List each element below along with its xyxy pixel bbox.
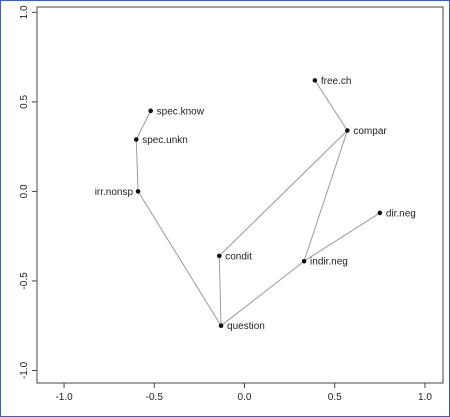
data-point <box>301 258 307 264</box>
x-axis: -1.0 -0.5 0.0 0.5 1.0 <box>55 383 432 403</box>
x-tick-label: 0.0 <box>238 392 252 403</box>
y-tick-label: -1.0 <box>19 361 30 379</box>
y-tick-label: -0.5 <box>19 272 30 290</box>
data-point <box>218 323 224 329</box>
point-label: irr.nonsp <box>95 187 134 198</box>
y-axis: -1.0 -0.5 0.0 0.5 1.0 <box>19 5 37 379</box>
data-point <box>377 210 383 216</box>
edge-line <box>220 260 305 327</box>
point-label: condit <box>225 251 252 262</box>
data-point <box>345 128 350 133</box>
edge-line <box>314 80 348 131</box>
x-tick-label: 0.5 <box>328 392 342 403</box>
edge-line <box>135 139 139 192</box>
point-label: indir.neg <box>310 257 348 268</box>
point-label: spec.unkn <box>142 135 188 146</box>
edge-line <box>218 130 348 257</box>
data-point <box>216 253 222 259</box>
data-point <box>133 137 139 142</box>
point-label: question <box>227 321 265 332</box>
x-tick-label: -1.0 <box>55 392 73 403</box>
x-tick-label: -0.5 <box>146 392 164 403</box>
edge-line <box>135 110 152 140</box>
point-labels-layer: spec.know spec.unkn irr.nonsp question condi… <box>95 76 416 332</box>
point-label: dir.neg <box>386 208 416 219</box>
edge-line <box>303 130 348 262</box>
x-tick-label: 1.0 <box>418 392 432 403</box>
points-layer <box>133 78 383 329</box>
data-point <box>148 108 153 114</box>
point-label: free.ch <box>321 76 352 87</box>
data-point <box>312 78 318 83</box>
edges-layer <box>135 80 381 327</box>
y-tick-label: 0.0 <box>19 184 30 198</box>
edge-line <box>303 212 381 262</box>
edge-line <box>218 255 222 326</box>
y-tick-label: 1.0 <box>19 5 30 19</box>
plot-area-border <box>36 6 444 384</box>
point-label: compar <box>353 126 387 137</box>
data-point <box>135 189 141 194</box>
point-label: spec.know <box>157 106 205 117</box>
edge-line <box>137 191 222 326</box>
y-tick-label: 0.5 <box>19 95 30 109</box>
